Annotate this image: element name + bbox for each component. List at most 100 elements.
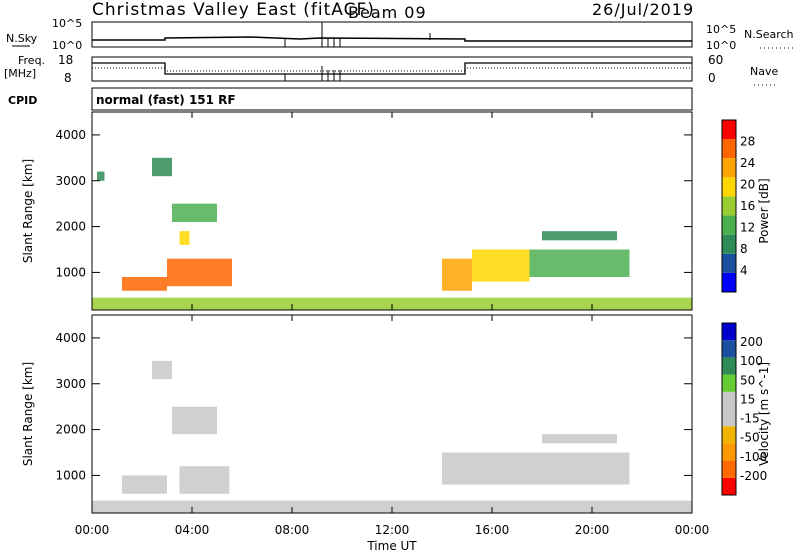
noise-tick-right-top: 10^5 (706, 23, 736, 36)
freq-unit: [MHz] (4, 67, 36, 80)
power-y-tick-label: 3000 (55, 174, 86, 188)
power-colorbar-tick: 12 (740, 221, 755, 235)
velocity-colorbar-tick: -100 (740, 450, 767, 464)
velocity-colorbar-tick: -50 (740, 431, 760, 445)
power-y-label: Slant Range [km] (21, 159, 35, 263)
velocity-colorbar-swatch (722, 357, 736, 375)
power-region (179, 231, 190, 245)
power-region (172, 203, 217, 222)
freq-tick-bottom: 8 (64, 71, 72, 85)
nave-label: Nave (750, 65, 778, 78)
x-tick-label: 12:00 (375, 523, 410, 537)
velocity-y-axis: 1000 2000 3000 4000 (55, 331, 692, 482)
x-axis-label: Time UT (366, 539, 417, 553)
noise-trace (92, 22, 692, 47)
noise-tick-left-bottom: 10^0 (52, 39, 82, 52)
power-y-tick-label: 1000 (55, 265, 86, 279)
nsearch-label: N.Search (744, 28, 794, 41)
power-y-tick-label: 4000 (55, 128, 86, 142)
freq-trace (92, 62, 692, 75)
power-y-tick-label: 2000 (55, 220, 86, 234)
date-label: 26/Jul/2019 (592, 0, 694, 19)
power-y-axis: 1000 2000 3000 4000 (55, 128, 692, 279)
power-region (97, 171, 105, 181)
velocity-region (172, 406, 217, 435)
velocity-colorbar-tick: -200 (740, 469, 767, 483)
x-tick-label: 20:00 (575, 523, 610, 537)
freq-label: Freq. (18, 54, 45, 67)
time-x-axis: 00:00 04:00 08:00 12:00 16:00 20:00 00:00 (75, 112, 710, 537)
x-tick-label: 04:00 (175, 523, 210, 537)
velocity-colorbar-swatch (722, 443, 736, 461)
power-colorbar-tick: 8 (740, 242, 748, 256)
power-colorbar-tick: 24 (740, 156, 755, 170)
cpid-text: normal (fast) 151 RF (96, 93, 236, 107)
power-colorbar-swatch (722, 139, 736, 159)
power-colorbar-tick: 20 (740, 178, 755, 192)
velocity-colorbar-swatch (722, 391, 736, 409)
velocity-data (92, 360, 692, 513)
power-heatmap-panel: 1000 2000 3000 4000 Slant Range [km] 4 8 12 16… (21, 111, 771, 311)
power-region (442, 258, 472, 291)
x-tick-label: 16:00 (475, 523, 510, 537)
power-colorbar: 4 8 12 16 20 24 28 (721, 119, 755, 293)
power-colorbar-swatch (722, 215, 736, 235)
nsky-label: N.Sky (6, 32, 38, 45)
velocity-colorbar-swatch (722, 477, 736, 495)
power-colorbar-tick: 4 (740, 264, 748, 278)
velocity-y-tick-label: 4000 (55, 331, 86, 345)
power-colorbar-swatch (722, 196, 736, 216)
nave-tick-top: 60 (708, 53, 723, 67)
beam-label: Beam 09 (348, 3, 427, 22)
x-tick-label: 00:00 (675, 523, 710, 537)
power-colorbar-swatch (722, 177, 736, 197)
power-colorbar-swatch (722, 253, 736, 273)
velocity-heatmap-panel: 1000 2000 3000 4000 Slant Range [km] -200 -1… (21, 314, 771, 514)
velocity-y-label: Slant Range [km] (21, 362, 35, 466)
x-tick-label: 08:00 (275, 523, 310, 537)
x-tick-label: 00:00 (75, 523, 110, 537)
noise-panel: N.Sky 10^5 10^0 10^5 10^0 N.Search (6, 17, 795, 52)
power-colorbar-swatch (722, 120, 736, 140)
velocity-colorbar-tick: 15 (740, 392, 755, 406)
velocity-colorbar-tick: 50 (740, 373, 755, 387)
power-colorbar-tick: 28 (740, 135, 755, 149)
velocity-colorbar-swatch (722, 460, 736, 478)
power-colorbar-swatch (722, 272, 736, 292)
noise-tick-left-top: 10^5 (52, 17, 82, 30)
velocity-y-tick-label: 1000 (55, 468, 86, 482)
power-colorbar-swatch (722, 158, 736, 178)
velocity-colorbar: -200 -100 -50 -15 15 50 100 200 (721, 322, 767, 496)
velocity-region (179, 466, 230, 494)
velocity-region (152, 360, 172, 380)
velocity-colorbar-label: Velocity [m s^-1] (757, 362, 771, 466)
cpid-label: CPID (8, 94, 37, 107)
velocity-colorbar-swatch (722, 409, 736, 427)
power-region (152, 157, 172, 177)
nave-tick-bottom: 0 (708, 71, 716, 85)
power-region (92, 297, 692, 310)
figure-title: Christmas Valley East (fitACF) (92, 0, 375, 20)
power-region (472, 249, 530, 282)
velocity-y-tick-label: 2000 (55, 423, 86, 437)
noise-tick-right-bottom: 10^0 (706, 39, 736, 52)
velocity-y-tick-label: 3000 (55, 377, 86, 391)
power-colorbar-swatch (722, 234, 736, 254)
velocity-region (442, 452, 630, 485)
power-region (542, 231, 617, 241)
power-colorbar-tick: 16 (740, 199, 755, 213)
velocity-region (542, 434, 617, 444)
velocity-colorbar-swatch (722, 426, 736, 444)
power-colorbar-label: Power [dB] (757, 178, 771, 243)
freq-tick-top: 18 (58, 53, 73, 67)
velocity-region (92, 500, 692, 513)
power-region (167, 258, 232, 287)
velocity-colorbar-swatch (722, 340, 736, 358)
velocity-colorbar-tick: 100 (740, 354, 763, 368)
velocity-colorbar-swatch (722, 374, 736, 392)
freq-panel: Freq. [MHz] 18 8 60 0 Nave (4, 53, 778, 86)
velocity-colorbar-swatch (722, 323, 736, 341)
power-region (122, 277, 167, 291)
power-data (92, 157, 692, 310)
